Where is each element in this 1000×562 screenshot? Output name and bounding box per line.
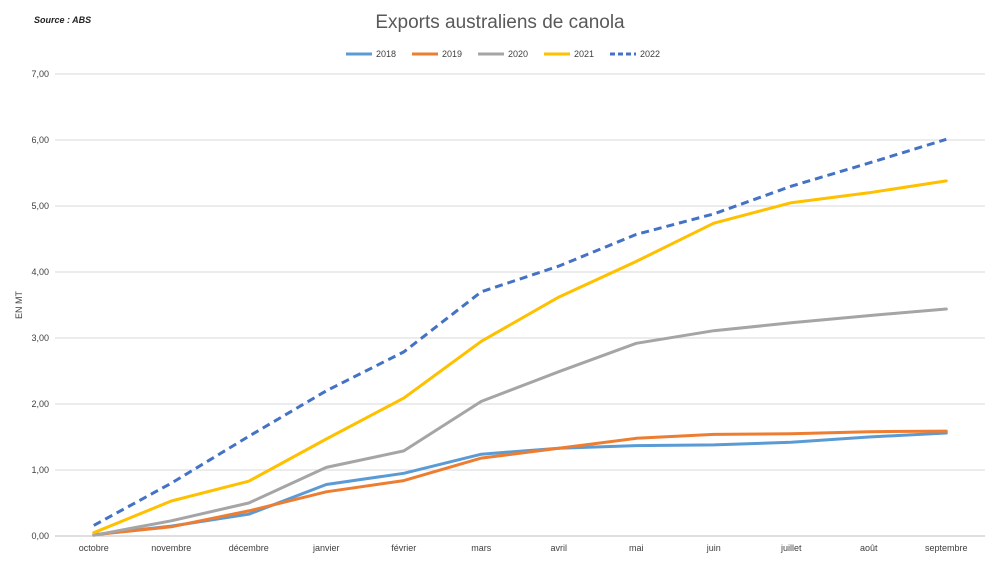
series-line-2019 — [92, 429, 948, 537]
x-tick-label: décembre — [229, 543, 269, 553]
y-tick-label: 7,00 — [31, 69, 49, 79]
series-line-2020 — [92, 307, 948, 537]
x-tick-label: avril — [550, 543, 567, 553]
y-tick-label: 5,00 — [31, 201, 49, 211]
legend-label-2019: 2019 — [442, 49, 462, 59]
y-tick-label: 4,00 — [31, 267, 49, 277]
legend-label-2021: 2021 — [574, 49, 594, 59]
x-tick-label: juin — [706, 543, 721, 553]
y-axis-label: EN MT — [14, 291, 24, 320]
y-tick-label: 2,00 — [31, 399, 49, 409]
y-tick-label: 0,00 — [31, 531, 49, 541]
legend-label-2020: 2020 — [508, 49, 528, 59]
x-tick-label: août — [860, 543, 878, 553]
x-tick-label: septembre — [925, 543, 968, 553]
series-line-2021 — [92, 179, 948, 535]
gridlines — [55, 73, 985, 537]
x-axis-ticks: octobre novembre décembre janvier février mar… — [79, 543, 968, 553]
y-tick-label: 6,00 — [31, 135, 49, 145]
x-tick-label: mai — [629, 543, 644, 553]
x-tick-label: novembre — [151, 543, 191, 553]
x-tick-label: février — [391, 543, 416, 553]
legend: 2018 2019 2020 2021 2022 — [346, 49, 660, 59]
series-line-2018 — [92, 431, 948, 537]
source-note: Source : ABS — [34, 15, 91, 25]
series-lines — [92, 137, 948, 537]
x-tick-label: mars — [471, 543, 491, 553]
y-tick-label: 1,00 — [31, 465, 49, 475]
chart-title: Exports australiens de canola — [375, 12, 625, 33]
legend-label-2022: 2022 — [640, 49, 660, 59]
x-tick-label: juillet — [780, 543, 802, 553]
x-tick-label: janvier — [312, 543, 340, 553]
series-line-2022 — [93, 137, 947, 527]
legend-label-2018: 2018 — [376, 49, 396, 59]
y-axis-ticks: 0,00 1,00 2,00 3,00 4,00 5,00 6,00 7,00 — [31, 69, 49, 541]
x-tick-label: octobre — [79, 543, 109, 553]
y-tick-label: 3,00 — [31, 333, 49, 343]
